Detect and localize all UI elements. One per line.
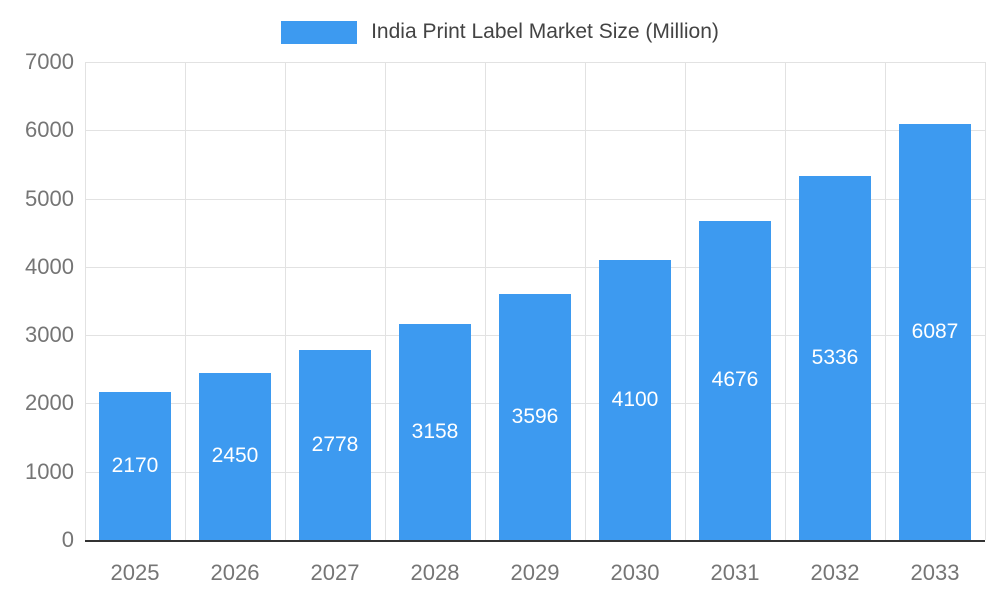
y-axis-tick-label: 5000 bbox=[25, 185, 74, 211]
y-axis-tick-label: 6000 bbox=[25, 117, 74, 143]
bar-value-label: 5336 bbox=[811, 345, 859, 369]
bar-value-label: 2170 bbox=[111, 453, 159, 477]
x-axis-tick-label: 2025 bbox=[110, 560, 160, 585]
y-axis-tick-label: 2000 bbox=[25, 390, 74, 416]
v-gridline bbox=[285, 62, 286, 540]
v-gridline bbox=[985, 62, 986, 540]
x-axis-tick-label: 2028 bbox=[410, 560, 460, 585]
v-gridline bbox=[785, 62, 786, 540]
h-gridline bbox=[85, 198, 985, 200]
v-gridline bbox=[85, 62, 86, 540]
bar-2028[interactable]: 3158 bbox=[399, 324, 471, 540]
h-gridline bbox=[85, 266, 985, 268]
bar-value-label: 2778 bbox=[311, 433, 359, 457]
x-axis-tick-label: 2029 bbox=[510, 560, 560, 585]
v-gridline bbox=[485, 62, 486, 540]
bar-value-label: 2450 bbox=[211, 444, 259, 468]
y-axis-tick-label: 3000 bbox=[25, 322, 74, 348]
x-axis-tick-label: 2026 bbox=[210, 560, 260, 585]
y-axis: 0 1000 2000 3000 4000 5000 6000 7000 bbox=[0, 49, 74, 552]
y-axis-tick-label: 1000 bbox=[25, 458, 74, 484]
bar-2029[interactable]: 3596 bbox=[499, 294, 571, 540]
legend-label: India Print Label Market Size (Million) bbox=[371, 20, 719, 43]
bar-value-label: 3596 bbox=[511, 405, 559, 429]
plot-area: 2170 2450 2778 3158 3596 4100 4676 5336 6087 bbox=[85, 62, 986, 542]
x-axis: 2025 2026 2027 2028 2029 2030 2031 2032 2033 bbox=[85, 560, 985, 592]
h-gridline bbox=[85, 62, 985, 63]
v-gridline bbox=[885, 62, 886, 540]
y-axis-tick-label: 0 bbox=[61, 527, 74, 552]
legend: India Print Label Market Size (Million) bbox=[0, 20, 1000, 44]
y-axis-tick-label: 4000 bbox=[25, 253, 74, 279]
bar-value-label: 3158 bbox=[411, 420, 459, 444]
bar-2025[interactable]: 2170 bbox=[99, 391, 171, 540]
bar-2026[interactable]: 2450 bbox=[199, 372, 271, 540]
v-gridline bbox=[185, 62, 186, 540]
v-gridline bbox=[385, 62, 386, 540]
x-axis-tick-label: 2030 bbox=[610, 560, 660, 585]
legend-swatch bbox=[281, 20, 358, 44]
v-gridline bbox=[585, 62, 586, 540]
v-gridline bbox=[685, 62, 686, 540]
bar-value-label: 6087 bbox=[911, 320, 959, 344]
bar-2031[interactable]: 4676 bbox=[699, 220, 771, 540]
bar-2027[interactable]: 2778 bbox=[299, 350, 371, 540]
x-axis-tick-label: 2033 bbox=[910, 560, 960, 585]
x-axis-tick-label: 2032 bbox=[810, 560, 860, 585]
bar-value-label: 4676 bbox=[711, 368, 759, 392]
y-axis-tick-label: 7000 bbox=[25, 49, 74, 74]
bar-2033[interactable]: 6087 bbox=[899, 124, 971, 540]
x-axis-tick-label: 2031 bbox=[710, 560, 760, 585]
bar-2030[interactable]: 4100 bbox=[599, 260, 671, 540]
h-gridline bbox=[85, 130, 985, 132]
bar-value-label: 4100 bbox=[611, 388, 659, 412]
x-axis-tick-label: 2027 bbox=[310, 560, 360, 585]
bar-2032[interactable]: 5336 bbox=[799, 175, 871, 540]
